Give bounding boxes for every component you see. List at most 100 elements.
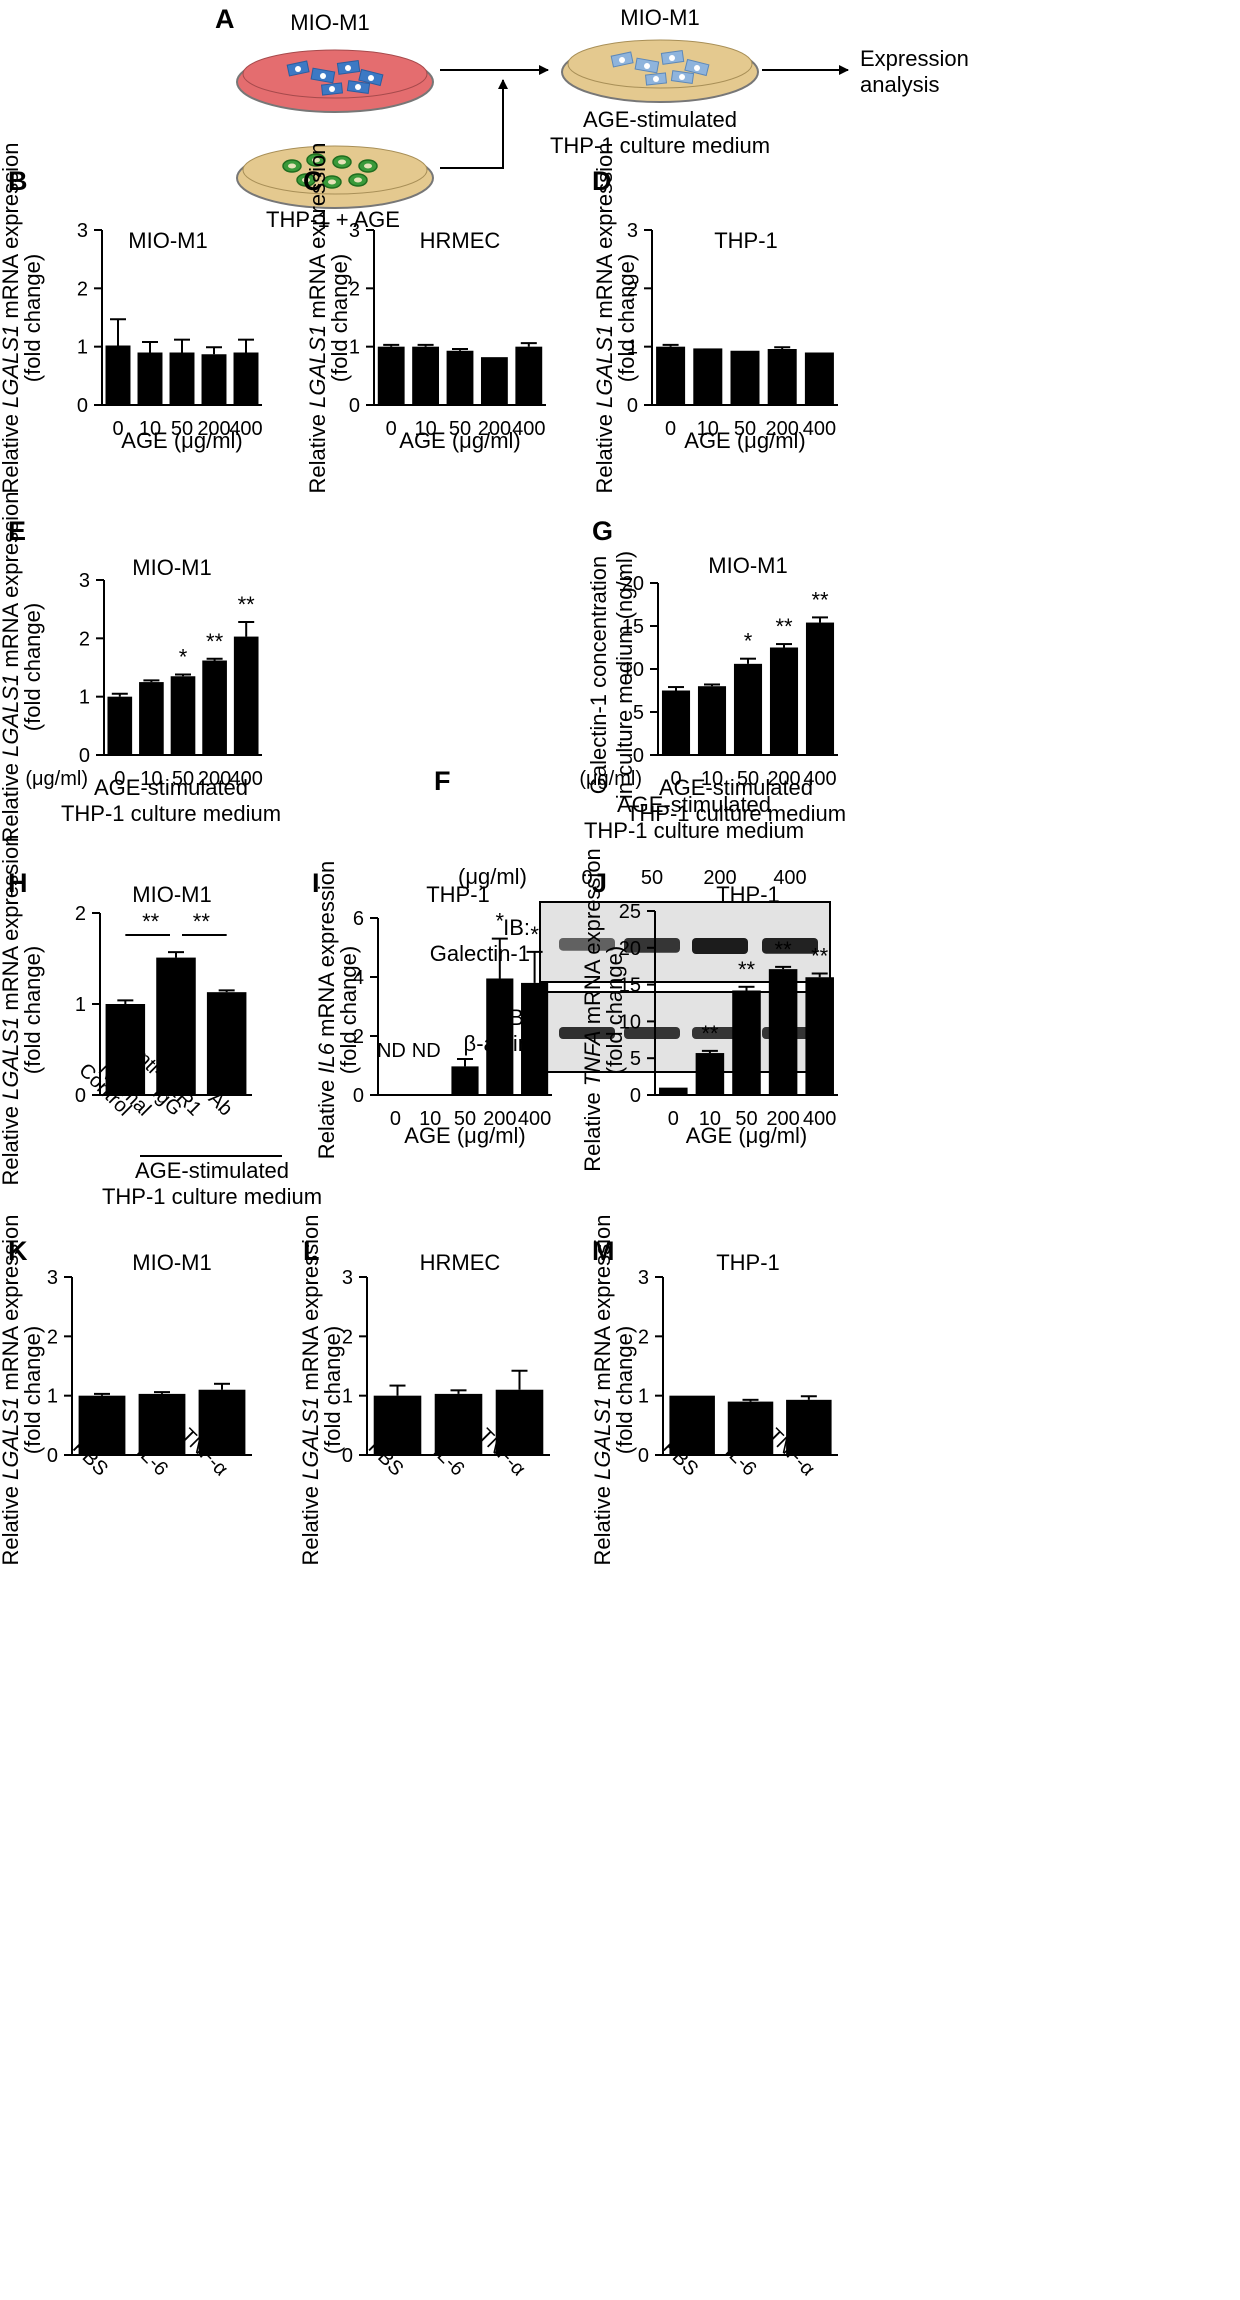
y-tick-label: 0 bbox=[75, 1085, 86, 1107]
y-axis-label: (fold change) bbox=[612, 1326, 637, 1454]
significance-marker: ** bbox=[206, 629, 224, 654]
x-tick-label: 400 bbox=[803, 768, 836, 790]
bar bbox=[661, 690, 691, 755]
chart-title: HRMEC bbox=[420, 1250, 501, 1275]
stimulated-label-line2: THP-1 culture medium bbox=[550, 133, 770, 158]
y-axis-label: Relative LGALS1 mRNA expression bbox=[305, 143, 330, 494]
bar bbox=[105, 1004, 146, 1095]
y-axis-label: Relative LGALS1 mRNA expression bbox=[0, 1215, 23, 1566]
y-axis-label: (fold change) bbox=[20, 603, 45, 731]
x-axis-label: AGE (μg/ml) bbox=[399, 428, 520, 453]
lane-label-50: 50 bbox=[641, 867, 663, 889]
bar bbox=[105, 345, 131, 405]
bar bbox=[768, 969, 798, 1095]
x-tick-label: 200 bbox=[767, 768, 800, 790]
y-tick-label: 0 bbox=[47, 1445, 58, 1467]
x-tick-label: 0 bbox=[114, 768, 125, 790]
x-tick-label: 0 bbox=[112, 418, 123, 440]
y-axis-label: (fold change) bbox=[614, 254, 639, 382]
chart-title: MIO-M1 bbox=[708, 553, 787, 578]
thp1-dish bbox=[236, 145, 434, 209]
y-tick-label: 3 bbox=[638, 1267, 649, 1289]
galectin-ib-label: IB: bbox=[503, 915, 530, 940]
bar bbox=[201, 354, 227, 405]
panel-letter-d: D bbox=[592, 166, 612, 196]
panel-letter-h: H bbox=[8, 868, 28, 898]
bar bbox=[412, 346, 440, 405]
chart-title: THP-1 bbox=[426, 882, 490, 907]
bar bbox=[480, 357, 508, 405]
actin-band bbox=[624, 1027, 680, 1039]
y-tick-label: 1 bbox=[342, 1386, 353, 1408]
x-tick-label: 400 bbox=[512, 418, 545, 440]
y-axis-label: (fold change) bbox=[20, 1326, 45, 1454]
y-tick-label: 2 bbox=[47, 1326, 58, 1348]
x-axis-label: THP-1 culture medium bbox=[61, 801, 281, 826]
x-tick-label: 0 bbox=[670, 768, 681, 790]
x-tick-label: 200 bbox=[478, 418, 511, 440]
y-tick-label: 2 bbox=[75, 903, 86, 925]
x-tick-label: 200 bbox=[197, 418, 230, 440]
x-axis-label: AGE-stimulated bbox=[94, 775, 248, 800]
y-axis-label: (fold change) bbox=[336, 946, 361, 1074]
galectin-bands bbox=[559, 938, 818, 954]
bar bbox=[233, 636, 259, 755]
y-tick-label: 1 bbox=[638, 1386, 649, 1408]
western-blot-panel: F AGE-stimulated THP-1 culture medium (μ… bbox=[430, 766, 831, 1073]
panel-letter-b: B bbox=[8, 166, 28, 196]
stimulated-label-line1: AGE-stimulated bbox=[583, 107, 737, 132]
bar bbox=[139, 682, 164, 755]
bar bbox=[451, 1066, 479, 1095]
chart-title: THP-1 bbox=[716, 1250, 780, 1275]
lane-label-400: 400 bbox=[773, 867, 806, 889]
y-tick-label: 0 bbox=[77, 395, 88, 417]
y-tick-label: 2 bbox=[342, 1326, 353, 1348]
bar bbox=[656, 346, 686, 405]
y-tick-label: 1 bbox=[77, 337, 88, 359]
y-axis-label: (fold change) bbox=[20, 254, 45, 382]
y-axis-label: (fold change) bbox=[602, 946, 627, 1074]
y-axis-label: Galectin-1 concentration bbox=[586, 556, 611, 794]
x-tick-label: 400 bbox=[803, 418, 836, 440]
x-tick-label: 0 bbox=[386, 418, 397, 440]
galectin-name-label: Galectin-1 bbox=[430, 941, 530, 966]
x-axis-label: AGE (μg/ml) bbox=[686, 1123, 807, 1148]
x-tick-label: 10 bbox=[419, 1108, 441, 1130]
bar bbox=[727, 1401, 774, 1455]
significance-marker: * bbox=[179, 645, 188, 670]
bar bbox=[169, 352, 195, 405]
y-tick-label: 0 bbox=[79, 745, 90, 767]
bar bbox=[434, 1393, 483, 1455]
bar bbox=[170, 676, 196, 755]
actin-band bbox=[559, 1027, 615, 1039]
y-tick-label: 3 bbox=[79, 570, 90, 592]
bar bbox=[669, 1395, 715, 1455]
galectin-band bbox=[624, 938, 680, 953]
chart-title: THP-1 bbox=[714, 228, 778, 253]
panel-letter-i: I bbox=[312, 868, 320, 898]
bar bbox=[377, 346, 405, 405]
blot-title-line2: THP-1 culture medium bbox=[584, 818, 804, 843]
panel-letter-a: A bbox=[215, 4, 235, 34]
bar bbox=[515, 346, 543, 405]
y-tick-label: 6 bbox=[353, 908, 364, 930]
x-unit-label: (μg/ml) bbox=[25, 768, 88, 790]
bar bbox=[804, 352, 834, 405]
panel-letter-k: K bbox=[8, 1236, 28, 1266]
bar bbox=[805, 622, 835, 755]
not-detected-label: ND bbox=[412, 1040, 441, 1062]
chart-title: THP-1 bbox=[716, 882, 780, 907]
x-tick-label: 10 bbox=[140, 768, 162, 790]
x-tick-label: 200 bbox=[766, 418, 799, 440]
bar bbox=[767, 349, 797, 405]
bar bbox=[156, 957, 196, 1095]
mio-m1-dish bbox=[236, 49, 434, 113]
y-axis-label: (fold change) bbox=[327, 254, 352, 382]
x-tick-label: 200 bbox=[483, 1108, 516, 1130]
mio-m1-label-top: MIO-M1 bbox=[290, 10, 369, 35]
bar bbox=[695, 1053, 725, 1095]
y-tick-label: 25 bbox=[619, 901, 641, 923]
